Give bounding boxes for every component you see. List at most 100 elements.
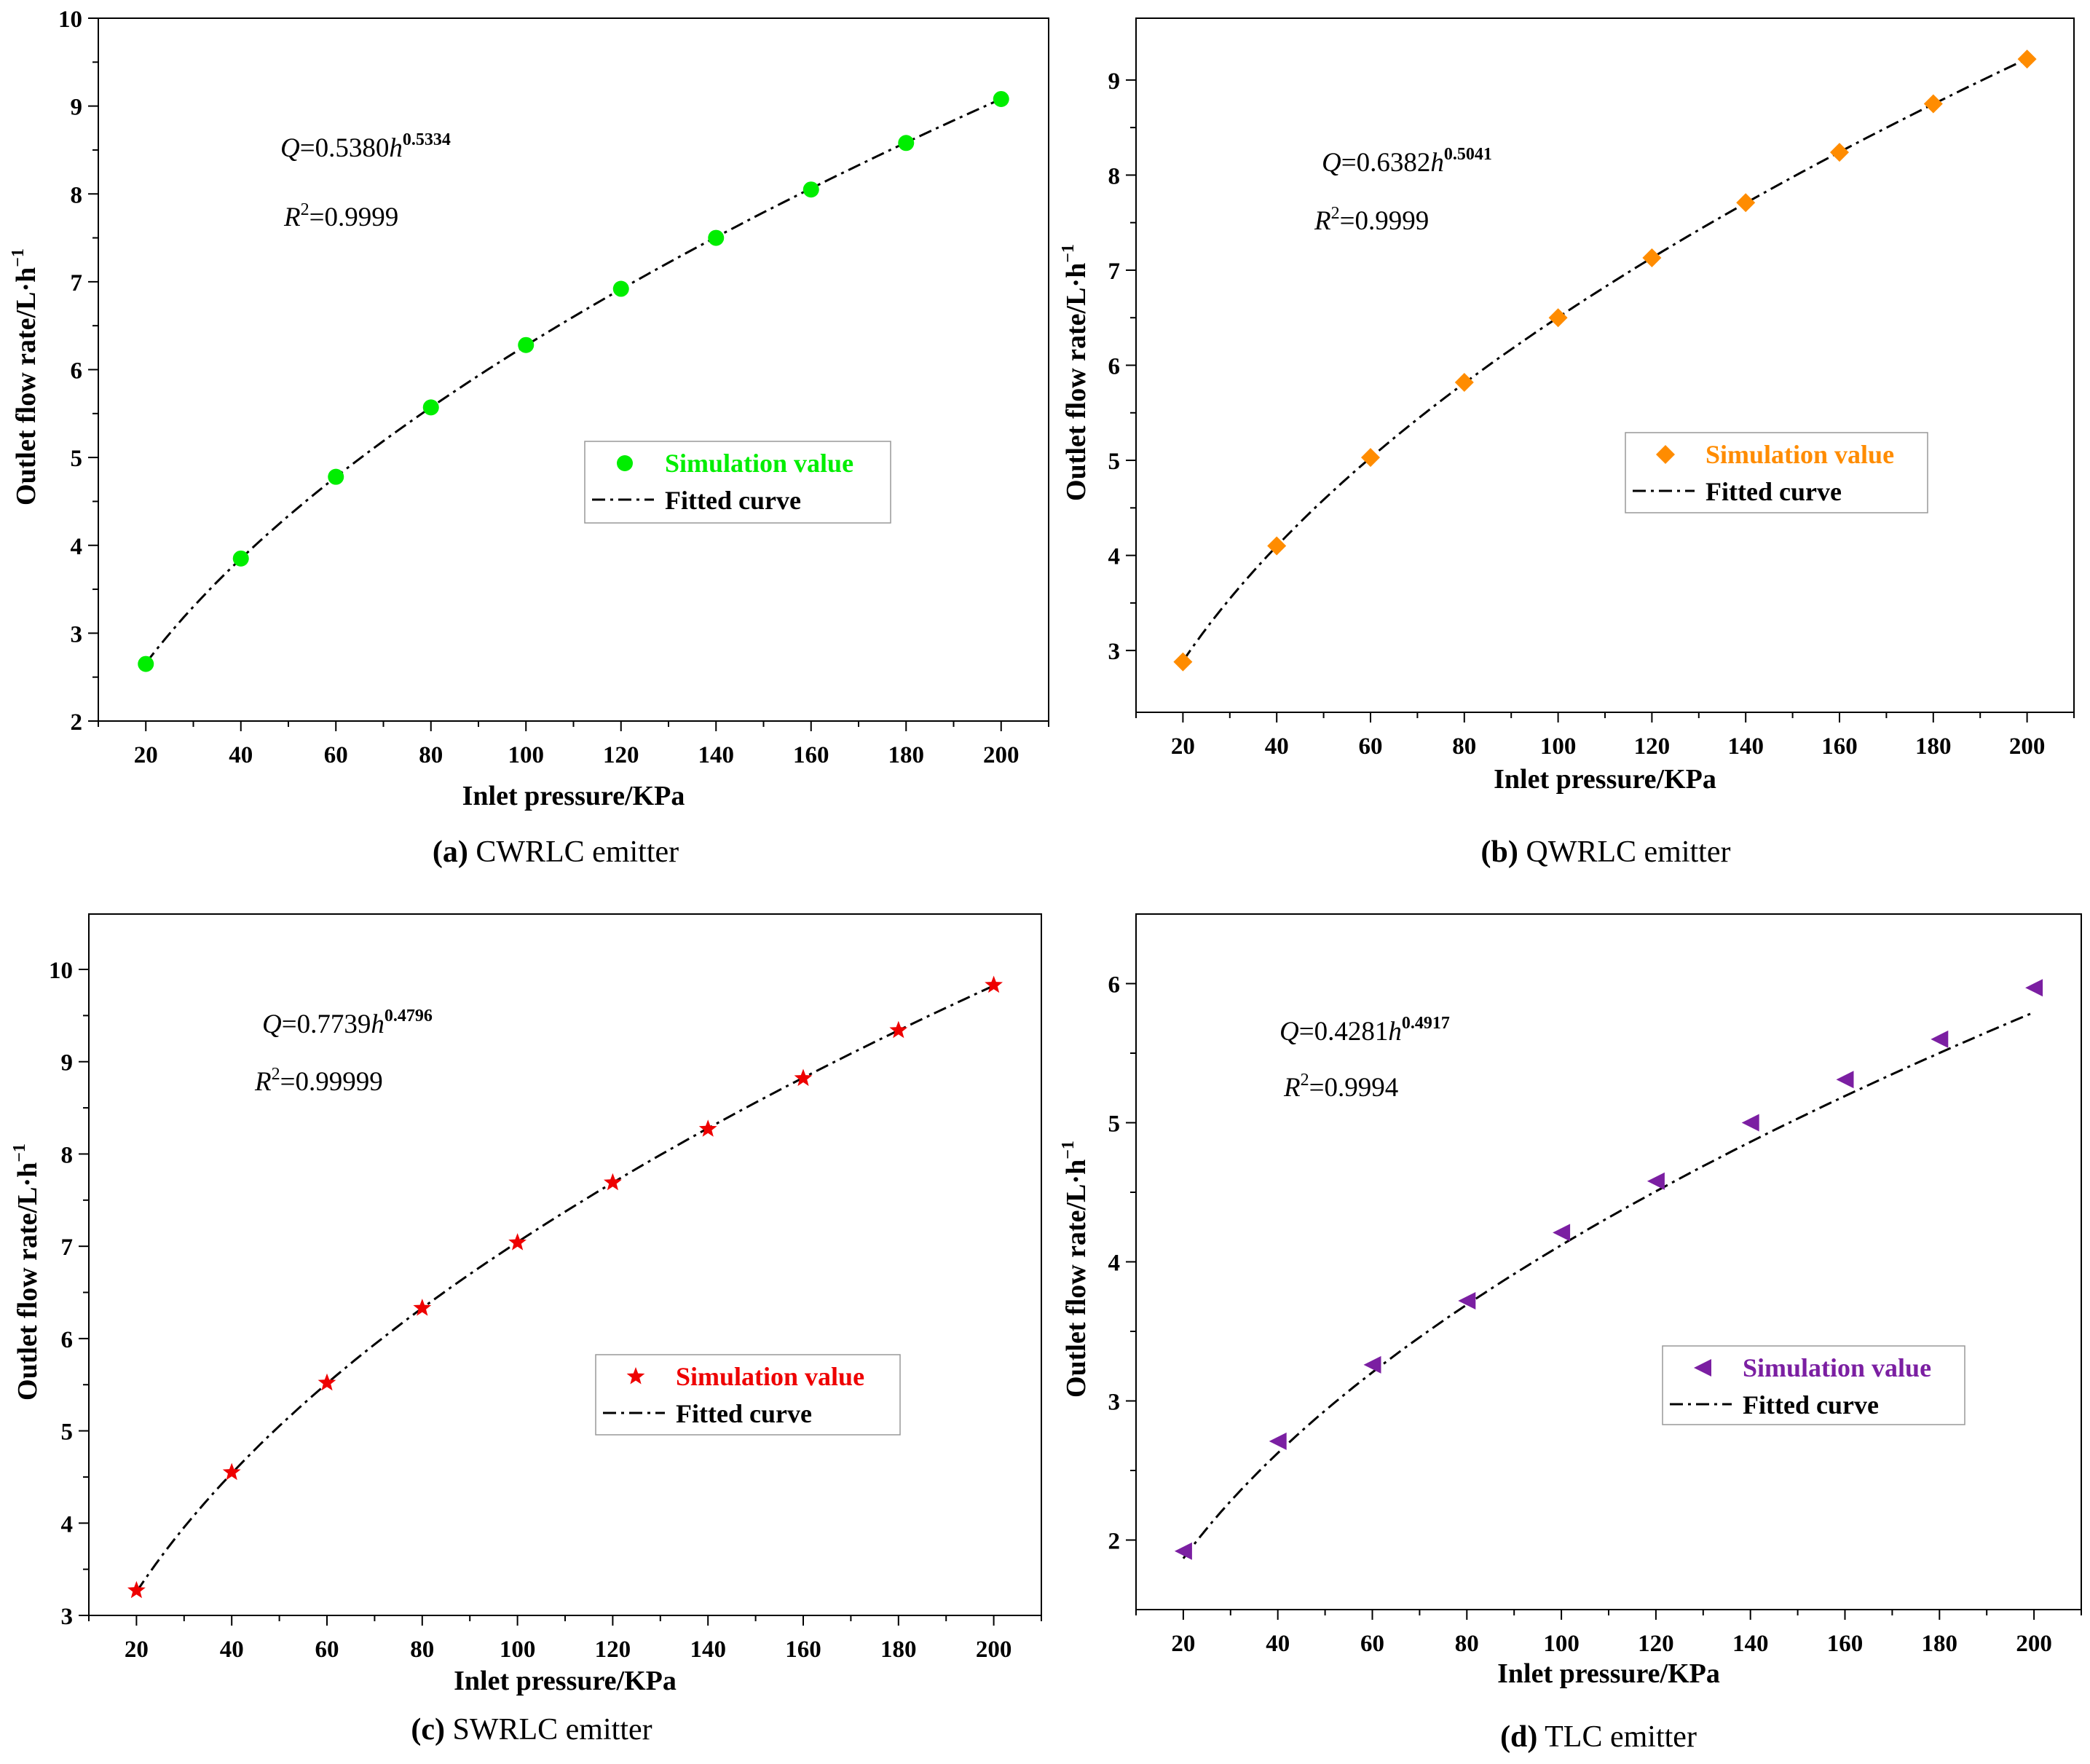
x-axis-label: Inlet pressure/KPa	[454, 1666, 677, 1696]
data-point	[222, 1462, 241, 1481]
legend: Simulation value Fitted curve	[1625, 432, 1928, 513]
fitted-curve-line	[1182, 58, 2028, 662]
caption-space	[445, 1713, 453, 1747]
y-tick-label: 4	[1108, 544, 1121, 570]
x-tick-label: 20	[125, 1637, 149, 1663]
data-point	[993, 90, 1009, 107]
data-point	[232, 550, 249, 567]
data-point	[1931, 1030, 1949, 1048]
y-tick-label: 3	[61, 1604, 74, 1630]
data-point	[985, 975, 1003, 993]
x-tick-label: 40	[229, 742, 253, 768]
x-tick-label: 100	[1540, 733, 1577, 760]
caption-letter: (d)	[1500, 1720, 1537, 1754]
r2-var: R	[254, 1067, 272, 1097]
x-tick-label: 80	[1455, 1631, 1479, 1657]
data-point	[127, 1580, 146, 1599]
y-axis-label-sup: −1	[10, 1143, 29, 1162]
legend-label-simulation: Simulation value	[676, 1362, 864, 1391]
legend: Simulation value Fitted curve	[1662, 1345, 1965, 1425]
x-tick-label: 120	[1634, 733, 1671, 760]
y-tick-label: 7	[71, 270, 83, 296]
r2-sup: 2	[272, 1065, 280, 1084]
eq-exponent: 0.4917	[1402, 1014, 1450, 1033]
legend-label-fitted: Fitted curve	[1743, 1390, 1879, 1420]
legend-marker	[1694, 1359, 1711, 1377]
x-tick-label: 140	[690, 1637, 726, 1663]
legend-label-fitted: Fitted curve	[1705, 477, 1842, 506]
y-axis-label-sup: −1	[1059, 1141, 1078, 1159]
data-point	[1267, 536, 1287, 556]
x-axis-label: Inlet pressure/KPa	[462, 781, 685, 811]
fitted-curve-line	[135, 985, 995, 1593]
x-tick-label: 140	[1732, 1631, 1769, 1657]
legend-label-simulation: Simulation value	[665, 449, 853, 478]
data-point	[518, 336, 535, 353]
eq-base: h	[1388, 1017, 1402, 1047]
legend-box	[1662, 1345, 1965, 1425]
data-point	[612, 280, 629, 297]
y-tick-label: 7	[61, 1235, 74, 1261]
data-point	[1269, 1432, 1287, 1450]
x-tick-label: 200	[983, 742, 1020, 768]
x-tick-label: 40	[1265, 733, 1289, 760]
r2-sup: 2	[301, 200, 309, 219]
data-point	[2025, 979, 2043, 997]
eq-coef: =0.6382	[1341, 148, 1431, 178]
legend-label-fitted: Fitted curve	[665, 486, 801, 515]
caption-space	[468, 835, 476, 869]
y-tick-label: 6	[61, 1327, 74, 1353]
y-axis-label-text: Outlet flow rate/L·h	[1061, 263, 1092, 501]
plot-frame	[88, 913, 1042, 1616]
plot-frame	[1135, 17, 2075, 713]
y-tick-label: 6	[71, 358, 83, 385]
panel-d: 20 40 60 80 100 120 140 160 180 200 2 3 4 5 6 Inlet pre…	[1059, 913, 2082, 1754]
x-tick-label: 180	[888, 742, 925, 768]
y-axis-label-text: Outlet flow rate/L·h	[11, 267, 42, 505]
legend-marker	[617, 455, 633, 471]
r-squared: R2=0.9999	[283, 200, 398, 232]
data-point	[1836, 1071, 1854, 1089]
x-tick-label: 120	[603, 742, 639, 768]
caption-text: SWRLC emitter	[452, 1713, 652, 1747]
fit-equation: Q=0.6382h0.5041	[1322, 145, 1492, 178]
y-tick-label: 8	[61, 1142, 74, 1168]
x-tick-label: 20	[1171, 733, 1195, 760]
r2-val: =0.9999	[309, 202, 399, 232]
caption-text: QWRLC emitter	[1526, 835, 1730, 869]
x-tick-label: 160	[785, 1637, 821, 1663]
x-tick-label: 80	[419, 742, 443, 768]
data-point	[422, 399, 439, 416]
x-tick-label: 40	[1266, 1631, 1290, 1657]
y-tick-label: 5	[61, 1420, 74, 1446]
y-tick-label: 4	[61, 1511, 74, 1537]
r2-var: R	[283, 202, 301, 232]
y-tick-label: 10	[49, 958, 73, 984]
legend: Simulation value Fitted curve	[595, 1354, 901, 1436]
r2-val: =0.9999	[1340, 206, 1430, 236]
legend-box	[584, 441, 891, 524]
x-tick-label: 20	[134, 742, 158, 768]
data-point	[413, 1299, 432, 1316]
data-point	[508, 1233, 527, 1251]
data-point	[708, 229, 725, 246]
eq-base: h	[389, 133, 403, 163]
r2-sup: 2	[1301, 1071, 1309, 1090]
panel-b: 20 40 60 80 100 120 140 160 180 200 3 4 5 6 7 8 9 Inlet p…	[1059, 17, 2075, 869]
y-tick-label: 2	[1108, 1529, 1121, 1555]
x-tick-label: 140	[698, 742, 735, 768]
r2-sup: 2	[1331, 204, 1340, 223]
panel-caption: (a) CWRLC emitter	[433, 835, 679, 869]
x-tick-label: 120	[1638, 1631, 1674, 1657]
fit-equation: Q=0.5380h0.5334	[280, 130, 451, 163]
data-point	[1458, 1291, 1476, 1310]
x-tick-label: 100	[1543, 1631, 1580, 1657]
eq-base: h	[371, 1009, 385, 1039]
y-tick-label: 3	[71, 621, 83, 647]
legend: Simulation value Fitted curve	[584, 441, 891, 524]
x-tick-label: 40	[220, 1637, 244, 1663]
legend-marker	[1656, 445, 1675, 464]
plot-frame	[98, 17, 1049, 722]
y-axis-label: Outlet flow rate/L·h−1	[1059, 1141, 1092, 1398]
